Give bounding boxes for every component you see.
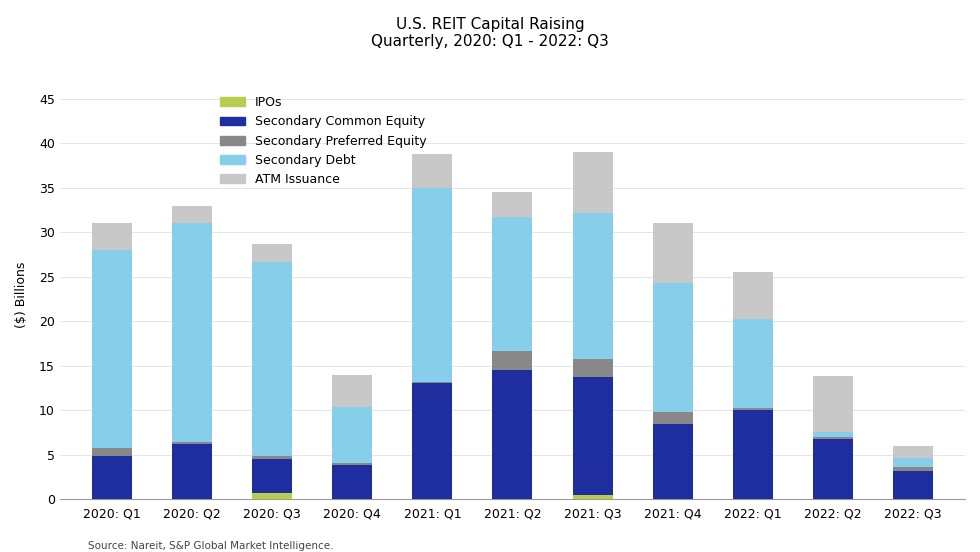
Bar: [92, 457, 132, 499]
Bar: [572, 152, 612, 213]
Bar: [332, 407, 372, 463]
Bar: [92, 224, 132, 250]
Text: U.S. REIT Capital Raising
Quarterly, 2020: Q1 - 2022: Q3: U.S. REIT Capital Raising Quarterly, 202…: [371, 17, 609, 49]
Bar: [733, 320, 773, 408]
Bar: [332, 463, 372, 465]
Bar: [572, 377, 612, 495]
Bar: [893, 467, 933, 471]
Bar: [492, 192, 532, 217]
Bar: [653, 423, 693, 499]
Bar: [572, 495, 612, 499]
Text: Source: Nareit, S&P Global Market Intelligence.: Source: Nareit, S&P Global Market Intell…: [88, 542, 334, 551]
Bar: [332, 375, 372, 407]
Bar: [172, 224, 212, 442]
Bar: [492, 351, 532, 370]
Bar: [252, 262, 292, 455]
Bar: [332, 465, 372, 499]
Bar: [572, 359, 612, 377]
Bar: [172, 442, 212, 444]
Bar: [893, 458, 933, 467]
Bar: [492, 217, 532, 351]
Bar: [252, 459, 292, 493]
Bar: [812, 432, 853, 437]
Bar: [893, 446, 933, 458]
Bar: [812, 437, 853, 439]
Legend: IPOs, Secondary Common Equity, Secondary Preferred Equity, Secondary Debt, ATM I: IPOs, Secondary Common Equity, Secondary…: [220, 96, 426, 186]
Bar: [252, 493, 292, 499]
Bar: [413, 384, 453, 499]
Bar: [252, 244, 292, 262]
Bar: [733, 272, 773, 320]
Bar: [413, 154, 453, 188]
Bar: [172, 444, 212, 499]
Bar: [492, 370, 532, 499]
Bar: [92, 250, 132, 448]
Bar: [812, 439, 853, 499]
Bar: [812, 376, 853, 432]
Bar: [653, 224, 693, 283]
Bar: [413, 382, 453, 384]
Bar: [733, 408, 773, 410]
Bar: [413, 188, 453, 382]
Bar: [92, 448, 132, 457]
Bar: [252, 455, 292, 459]
Y-axis label: ($) Billions: ($) Billions: [15, 261, 28, 328]
Bar: [653, 283, 693, 412]
Bar: [572, 213, 612, 359]
Bar: [653, 412, 693, 423]
Bar: [172, 205, 212, 224]
Bar: [733, 410, 773, 499]
Bar: [893, 471, 933, 499]
